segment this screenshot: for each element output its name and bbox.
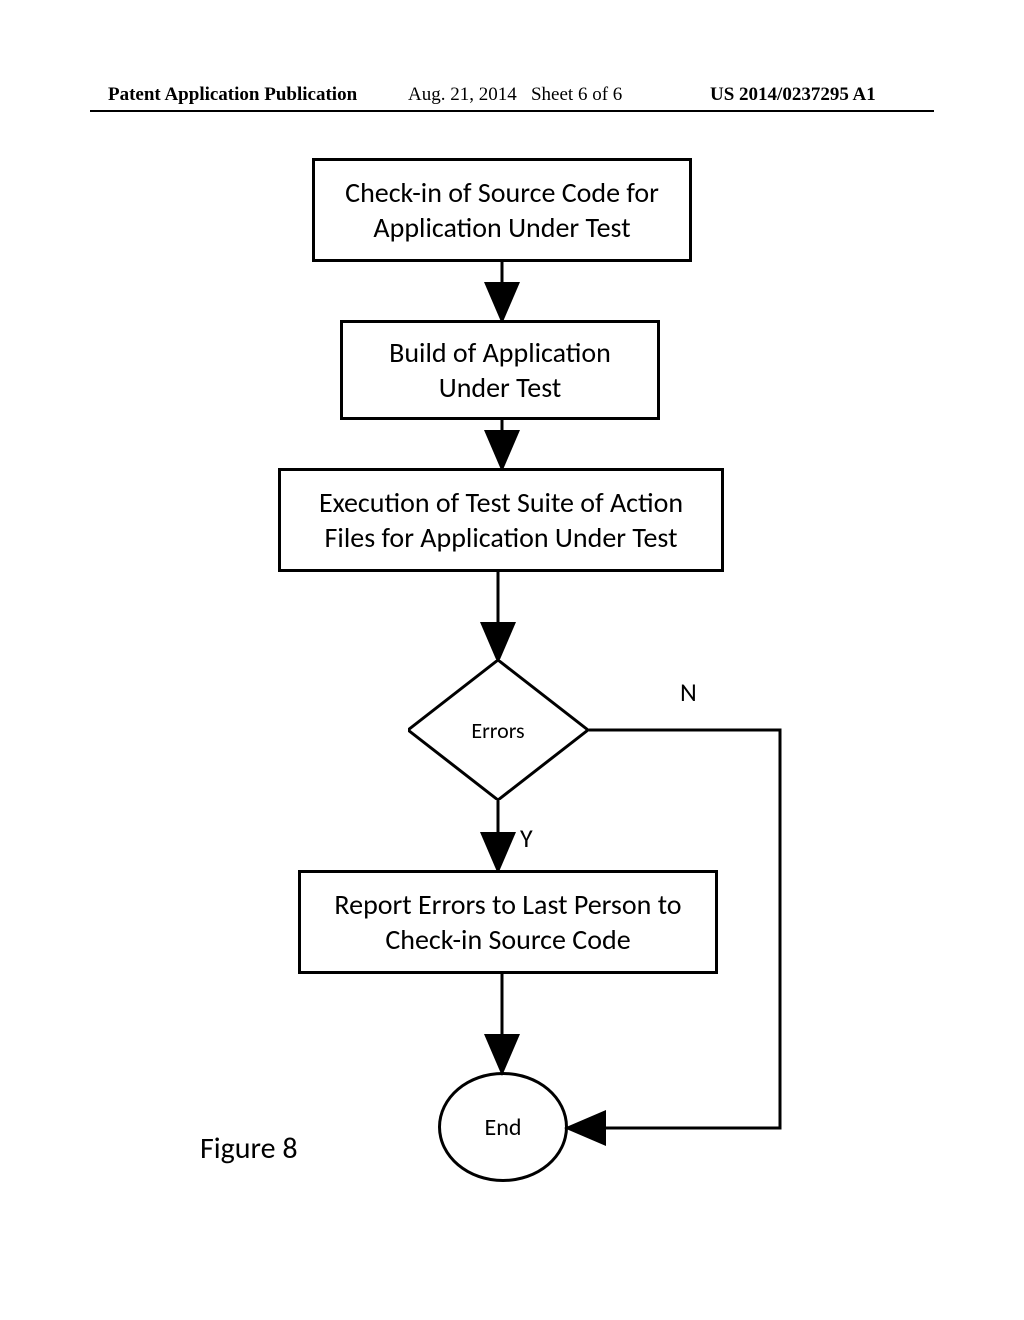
node-exec-text: Execution of Test Suite of ActionFiles f… <box>319 485 683 555</box>
node-report-text: Report Errors to Last Person toCheck-in … <box>334 887 681 957</box>
flowchart: Check-in of Source Code forApplication U… <box>0 0 1024 1320</box>
node-checkin-text: Check-in of Source Code forApplication U… <box>345 175 659 245</box>
node-build: Build of ApplicationUnder Test <box>340 320 660 420</box>
node-build-text: Build of ApplicationUnder Test <box>389 335 611 405</box>
figure-label: Figure 8 <box>200 1130 298 1167</box>
node-errors-decision: Errors <box>408 660 588 800</box>
edge-label-no: N <box>680 676 697 708</box>
edge-label-yes: Y <box>520 822 533 854</box>
node-report: Report Errors to Last Person toCheck-in … <box>298 870 718 974</box>
node-errors-text: Errors <box>408 660 588 800</box>
node-exec: Execution of Test Suite of ActionFiles f… <box>278 468 724 572</box>
node-end: End <box>438 1072 568 1182</box>
node-checkin: Check-in of Source Code forApplication U… <box>312 158 692 262</box>
node-end-text: End <box>485 1113 522 1142</box>
